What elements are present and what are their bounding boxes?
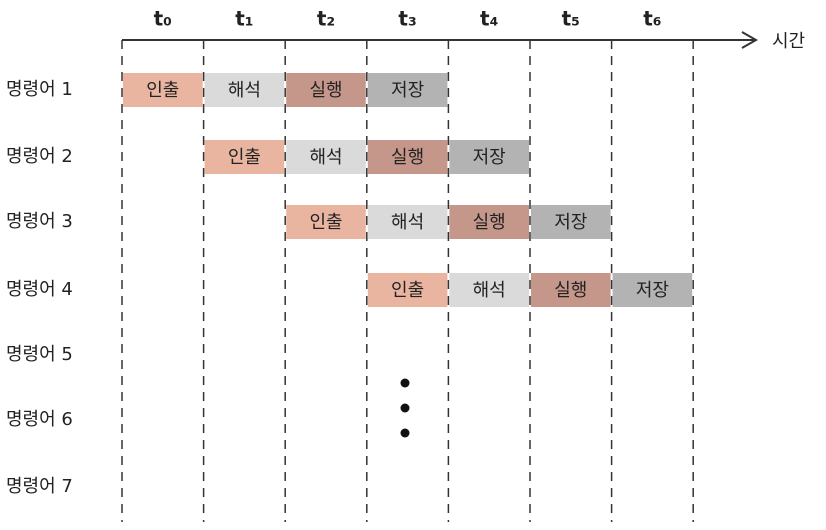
stage-block <box>531 273 611 307</box>
stage-label: 해석 <box>309 147 342 168</box>
stage-block <box>286 73 366 107</box>
row-label: 명령어 7 <box>6 476 73 497</box>
stage-label: 인출 <box>146 80 179 101</box>
stage-block <box>123 73 203 107</box>
ellipsis-dot <box>400 403 410 413</box>
time-label: t₆ <box>643 7 661 31</box>
stage-label: 저장 <box>391 80 424 101</box>
time-label: t₃ <box>398 7 416 31</box>
stage-label: 실행 <box>554 280 587 301</box>
time-label: t₁ <box>235 7 253 31</box>
stage-block <box>286 140 366 174</box>
ellipsis-dot <box>400 428 410 438</box>
stage-label: 실행 <box>391 147 424 168</box>
stage-block <box>367 73 448 107</box>
stage-label: 해석 <box>473 280 506 301</box>
time-label: t₄ <box>480 7 498 31</box>
stage-block <box>367 205 448 239</box>
stage-label: 실행 <box>473 212 506 233</box>
stage-block <box>367 140 448 174</box>
stage-block <box>449 205 529 239</box>
stage-label: 저장 <box>636 280 669 301</box>
stage-block <box>204 73 285 107</box>
row-label: 명령어 4 <box>6 279 73 300</box>
stage-label: 인출 <box>391 280 424 301</box>
time-label: t₅ <box>562 7 580 31</box>
axis-arrow <box>741 31 759 49</box>
stage-label: 저장 <box>554 212 587 233</box>
row-label: 명령어 5 <box>6 344 73 365</box>
row-label: 명령어 3 <box>6 211 73 232</box>
stage-block <box>286 205 366 239</box>
stage-label: 실행 <box>309 80 342 101</box>
stage-block <box>449 140 529 174</box>
stage-label: 해석 <box>228 80 261 101</box>
row-label: 명령어 1 <box>6 79 73 100</box>
stage-block <box>449 273 529 307</box>
stage-block <box>612 273 693 307</box>
stage-label: 인출 <box>228 147 261 168</box>
axis-label: 시간 <box>772 31 805 52</box>
row-label: 명령어 2 <box>6 146 73 167</box>
stage-block <box>531 205 611 239</box>
time-label: t₂ <box>317 7 335 31</box>
stage-label: 저장 <box>473 147 506 168</box>
stage-label: 인출 <box>309 212 342 233</box>
time-label: t₀ <box>154 7 172 31</box>
ellipsis-dot <box>400 378 410 388</box>
stage-label: 해석 <box>391 212 424 233</box>
row-label: 명령어 6 <box>6 409 73 430</box>
stage-block <box>204 140 285 174</box>
stage-block <box>367 273 448 307</box>
